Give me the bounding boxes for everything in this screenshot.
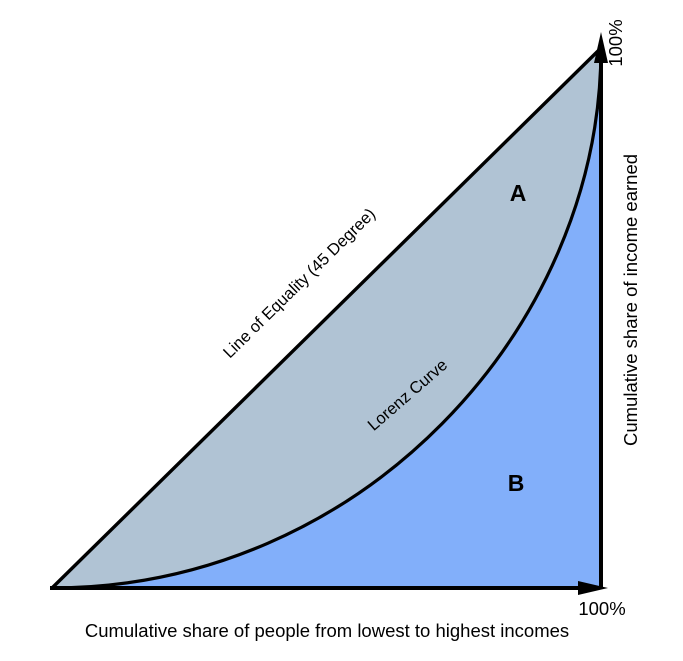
region-a-label: A	[510, 180, 527, 206]
x-axis-title: Cumulative share of people from lowest t…	[85, 620, 569, 641]
region-b-area	[52, 48, 601, 588]
equality-line	[50, 47, 602, 590]
region-b-label: B	[508, 470, 525, 496]
x-axis-arrowhead	[578, 581, 608, 595]
y-axis-title: Cumulative share of income earned	[620, 154, 641, 446]
x-axis-max-tick: 100%	[578, 598, 625, 619]
lorenz-curve-line	[51, 47, 603, 590]
y-axis-max-tick: 100%	[605, 19, 626, 66]
region-a-area	[52, 48, 601, 588]
y-axis-arrowhead	[594, 32, 608, 63]
